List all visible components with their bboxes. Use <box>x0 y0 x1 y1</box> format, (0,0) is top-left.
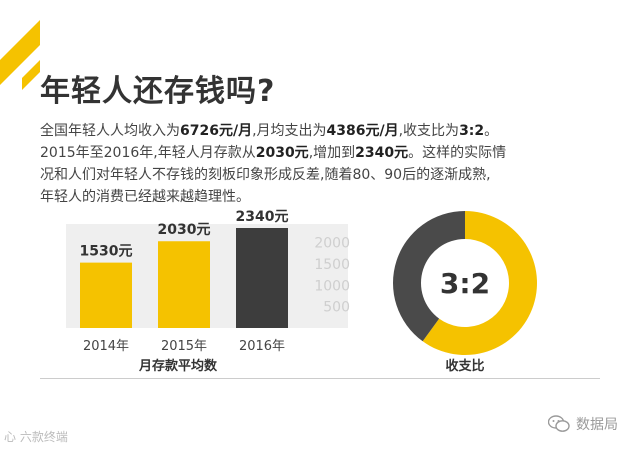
intro-line-4: 年轻人的消费已经越来越趋理性。 <box>40 189 250 205</box>
bar-category-label-3: 2016年 <box>239 339 285 354</box>
bar-data-label-3: 2340元 <box>236 209 289 225</box>
bar-data-label-2: 2030元 <box>158 222 211 238</box>
bar-data-label-1: 1530元 <box>80 244 133 260</box>
footer-source-label: 数据局 <box>576 417 618 433</box>
bar-1 <box>80 262 132 328</box>
donut-chart-caption: 收支比 <box>445 358 484 374</box>
bar-category-label-1: 2014年 <box>83 339 129 354</box>
footer-source: 数据局 <box>548 414 618 434</box>
donut-center-label: 3:2 <box>440 267 490 300</box>
intro-line-2: 2015年至2016年,年轻人月存款从2030元,增加到2340元。这样的实际情 <box>40 145 507 161</box>
intro-line-1: 全国年轻人人均收入为6726元/月,月均支出为4386元/月,收支比为3:2。 <box>40 123 499 139</box>
intro-paragraph: 全国年轻人人均收入为6726元/月,月均支出为4386元/月,收支比为3:2。 … <box>40 120 620 208</box>
bar-2 <box>158 241 210 328</box>
decorative-stripes <box>0 20 40 90</box>
bar-3 <box>236 228 288 328</box>
y-tick-label-3: 1500 <box>314 257 350 273</box>
y-tick-label-4: 2000 <box>314 236 350 252</box>
bar-chart-caption: 月存款平均数 <box>138 358 218 374</box>
bar-category-label-2: 2015年 <box>161 339 207 354</box>
y-tick-label-1: 500 <box>323 300 350 316</box>
wechat-icon <box>548 415 570 432</box>
donut-slice-1 <box>422 211 537 356</box>
donut-slice-2 <box>393 211 465 342</box>
page-title: 年轻人还存钱吗? <box>40 74 276 109</box>
footer-watermark-left: 心 六款终端 <box>4 430 68 444</box>
intro-line-3: 况和人们对年轻人不存钱的刻板印象形成反差,随着80、90后的逐渐成熟, <box>40 167 491 183</box>
y-tick-label-2: 1000 <box>314 278 350 294</box>
bottom-divider <box>40 378 600 379</box>
